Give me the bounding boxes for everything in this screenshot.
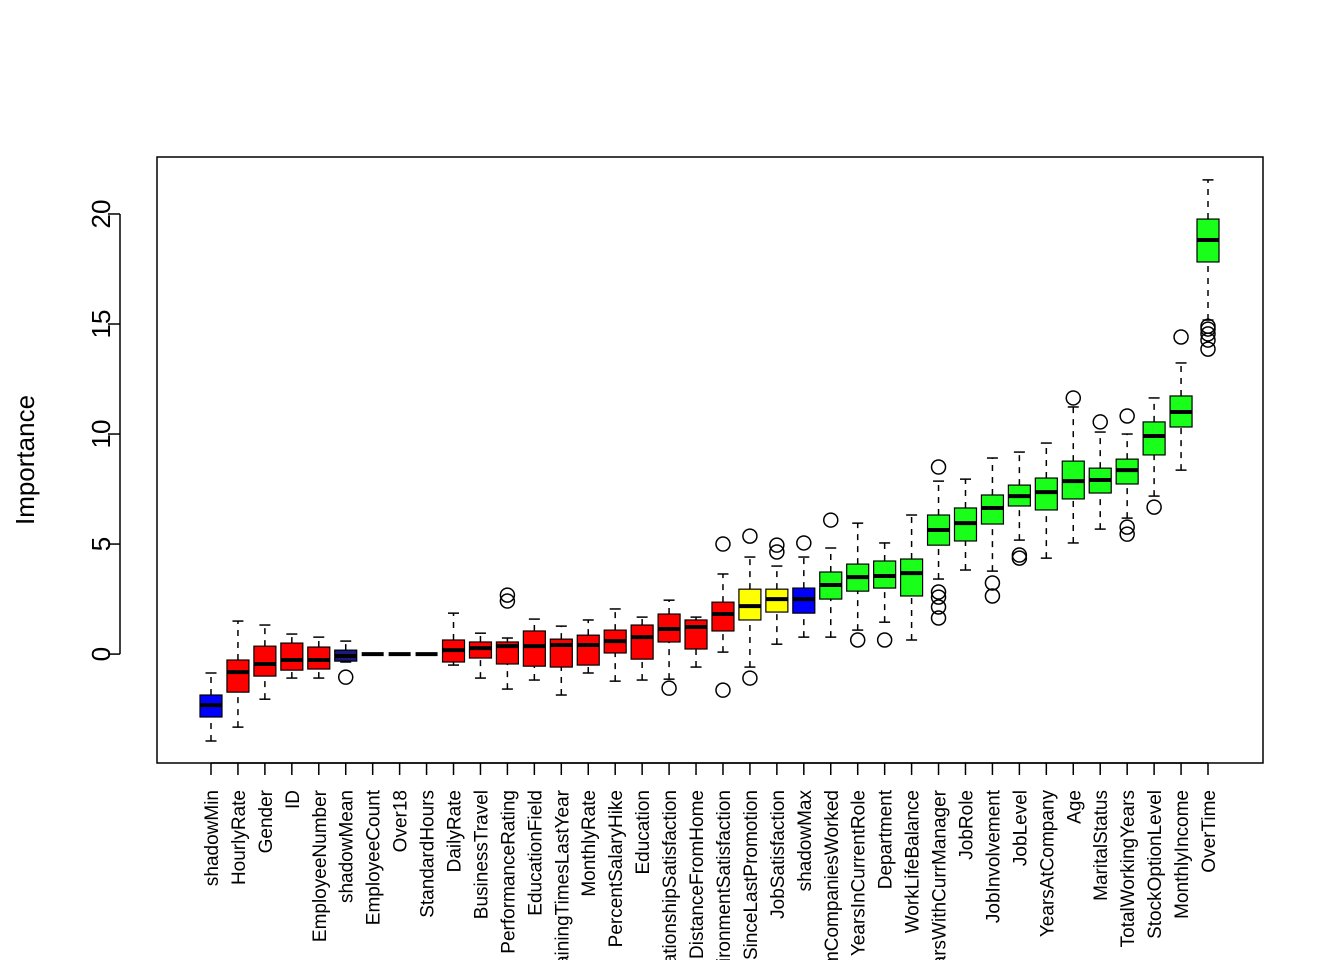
x-tick-label: DistanceFromHome xyxy=(687,790,708,959)
x-tick-label: MaritalStatus xyxy=(1091,790,1112,901)
outlier xyxy=(930,584,947,600)
x-tick-label: shadowMin xyxy=(202,790,223,886)
x-tick-label: YearsAtCompany xyxy=(1037,790,1058,938)
x-tick-label: Gender xyxy=(256,789,277,853)
box xyxy=(684,619,708,650)
box xyxy=(711,601,735,632)
outlier xyxy=(1011,547,1028,563)
x-tick-label: OverTime xyxy=(1199,790,1220,873)
plot-frame xyxy=(156,156,1264,764)
box xyxy=(253,645,277,677)
outlier xyxy=(984,588,1001,604)
outlier xyxy=(1200,341,1216,357)
outlier xyxy=(1173,329,1189,345)
outlier xyxy=(930,610,947,626)
outlier xyxy=(984,575,1001,591)
outlier xyxy=(1119,408,1135,424)
outlier xyxy=(661,680,677,696)
x-tick-label: YearsInCurrentRole xyxy=(849,790,870,956)
outlier xyxy=(715,682,731,698)
box xyxy=(630,624,654,660)
x-tick-label: Education xyxy=(633,790,654,875)
box xyxy=(1142,421,1166,456)
outlier xyxy=(930,589,947,605)
y-tick-label: 5 xyxy=(86,537,116,551)
x-tick-label: ID xyxy=(283,790,304,809)
outlier xyxy=(796,535,812,551)
outlier xyxy=(1119,519,1135,535)
outlier xyxy=(769,537,785,553)
y-axis-label: Importance xyxy=(10,395,40,525)
y-tick-label: 0 xyxy=(86,647,116,661)
x-tick-label: MonthlyRate xyxy=(579,790,600,897)
x-tick-label: PerformanceRating xyxy=(498,790,519,954)
x-tick-label: RelationshipSatisfaction xyxy=(660,790,681,960)
box xyxy=(522,630,546,667)
x-tick-label: WorkLifeBalance xyxy=(903,790,924,933)
x-tick-label: StockOptionLevel xyxy=(1145,790,1166,939)
x-tick-label: YearsWithCurrManager xyxy=(930,789,951,960)
x-tick-label: NumCompaniesWorked xyxy=(822,790,843,960)
outlier xyxy=(876,632,893,648)
x-tick-label: JobInvolvement xyxy=(983,789,1004,923)
outlier xyxy=(823,512,839,528)
outlier xyxy=(499,593,516,609)
x-tick-label: EducationField xyxy=(525,790,546,916)
box xyxy=(226,659,250,693)
x-tick-label: Age xyxy=(1064,790,1085,824)
x-tick-label: DailyRate xyxy=(445,790,466,872)
outlier xyxy=(715,536,731,552)
outlier xyxy=(742,528,758,544)
outlier xyxy=(1119,526,1135,542)
x-tick-label: HourlyRate xyxy=(229,790,250,885)
x-tick-label: JobRole xyxy=(956,790,977,860)
y-tick-label: 10 xyxy=(86,420,116,449)
y-tick-label: 20 xyxy=(86,200,116,229)
box xyxy=(576,634,600,666)
outlier xyxy=(1200,326,1216,342)
x-tick-label: JobLevel xyxy=(1010,790,1031,866)
outlier xyxy=(742,670,758,686)
x-tick-label: EnvironmentSatisfaction xyxy=(714,790,735,960)
x-tick-label: TotalWorkingYears xyxy=(1118,790,1139,947)
box xyxy=(280,642,304,671)
x-tick-label: MonthlyIncome xyxy=(1172,790,1193,919)
x-tick-label: PercentSalaryHike xyxy=(606,790,627,947)
x-tick-label: BusinessTravel xyxy=(471,790,492,919)
x-tick-label: shadowMax xyxy=(795,790,816,892)
outlier xyxy=(1065,390,1082,406)
outlier xyxy=(769,544,785,560)
y-tick-label: 15 xyxy=(86,310,116,339)
outlier xyxy=(849,632,866,648)
x-tick-label: JobSatisfaction xyxy=(768,790,789,919)
outlier xyxy=(1092,414,1108,430)
outlier xyxy=(930,459,947,475)
x-tick-label: StandardHours xyxy=(418,790,439,918)
x-tick-label: EmployeeNumber xyxy=(310,789,331,942)
x-tick-label: YearsSinceLastPromotion xyxy=(741,790,762,960)
x-tick-label: shadowMean xyxy=(337,790,358,903)
x-tick-label: Over18 xyxy=(391,790,412,852)
outlier xyxy=(337,669,354,685)
outlier xyxy=(1011,550,1028,566)
outlier xyxy=(930,599,947,615)
x-tick-label: TrainingTimesLastYear xyxy=(552,789,573,960)
x-tick-label: EmployeeCount xyxy=(364,789,385,925)
outlier xyxy=(1146,499,1162,515)
box xyxy=(899,558,924,597)
outlier xyxy=(499,587,516,603)
x-tick-label: Department xyxy=(876,789,897,889)
outlier xyxy=(1200,318,1216,334)
